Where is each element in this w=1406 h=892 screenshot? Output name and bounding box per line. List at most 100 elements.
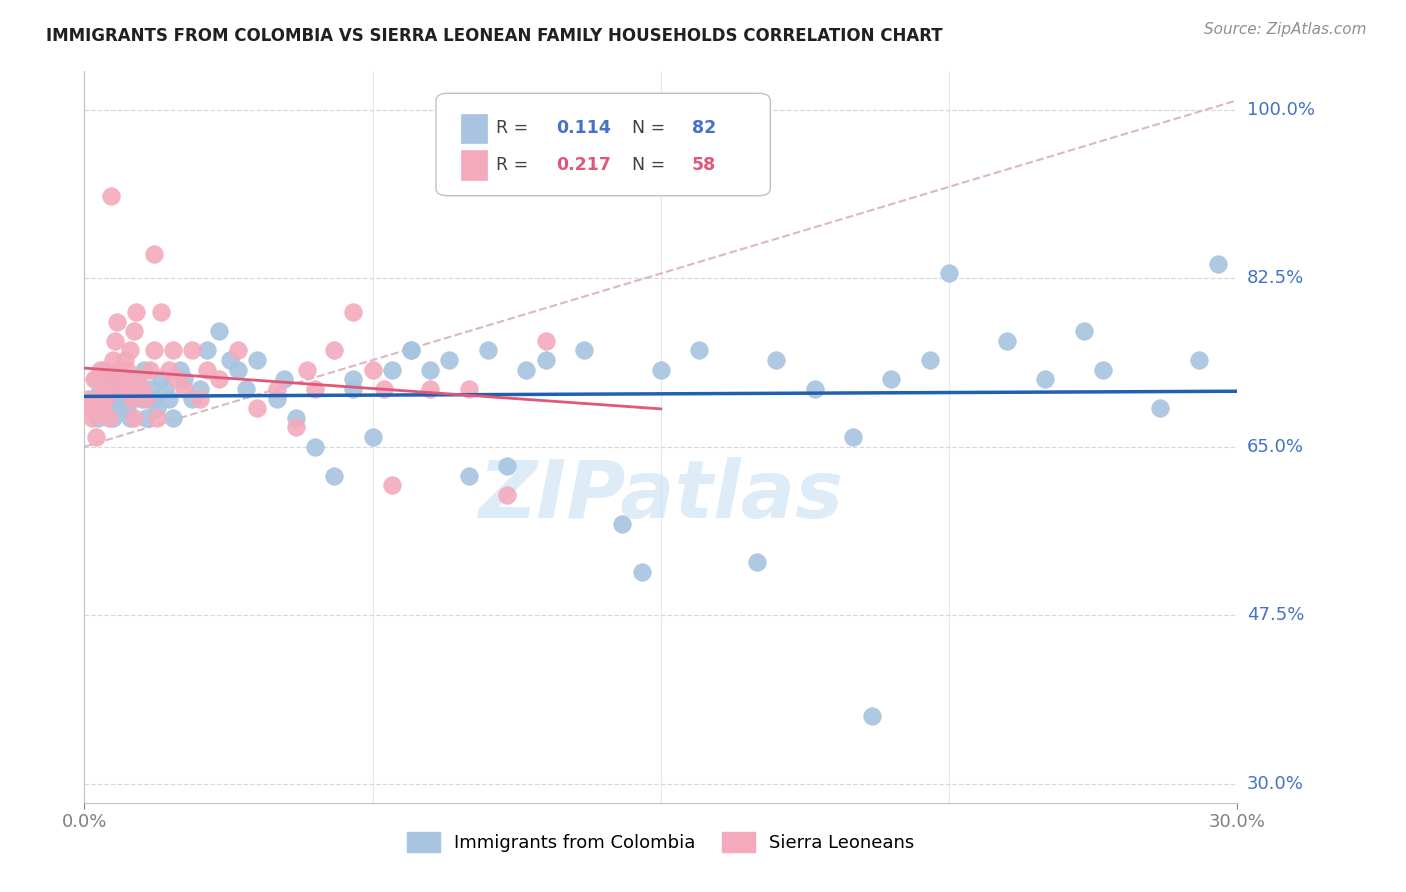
Point [150,372,173,386]
Point [124,410,146,425]
Point [266,392,288,406]
Point [115,362,138,376]
Point [226,362,249,376]
Text: 0.217: 0.217 [555,156,610,174]
Point [114,353,136,368]
Point [342,305,364,319]
Point [1033,372,1056,386]
Point [138,382,160,396]
Point [87,410,110,425]
Text: 82: 82 [692,120,716,137]
Point [108,362,131,376]
Point [105,372,128,386]
Point [90,392,112,406]
Point [84,372,107,386]
Point [131,382,153,396]
FancyBboxPatch shape [436,94,770,195]
Point [127,382,149,396]
Point [173,382,195,396]
Point [457,468,479,483]
Point [342,372,364,386]
Point [273,372,295,386]
Point [399,343,422,358]
Point [110,382,132,396]
Point [114,372,136,386]
Point [284,410,307,425]
Point [419,382,441,396]
Point [246,353,269,368]
Point [162,410,184,425]
Point [96,392,118,406]
Point [361,430,384,444]
Point [477,343,499,358]
Point [266,382,288,396]
Point [650,362,672,376]
Point [226,343,249,358]
Point [105,315,128,329]
Point [612,516,634,531]
Point [135,392,157,406]
Point [146,410,169,425]
Point [457,382,479,396]
Point [89,382,111,396]
Point [515,362,537,376]
Point [131,392,153,406]
Point [132,362,155,376]
Legend: Immigrants from Colombia, Sierra Leoneans: Immigrants from Colombia, Sierra Leonean… [399,824,922,860]
FancyBboxPatch shape [461,151,486,179]
Point [153,382,176,396]
Point [110,382,132,396]
Point [1188,353,1211,368]
Point [1091,362,1114,376]
Point [138,362,160,376]
Point [284,420,307,434]
Point [98,372,121,386]
Text: 65.0%: 65.0% [1247,438,1303,456]
Text: R =: R = [496,156,534,174]
Point [235,382,257,396]
Point [938,267,960,281]
Point [399,343,422,358]
Point [103,353,124,368]
Point [304,382,326,396]
Point [880,372,903,386]
Point [419,362,441,376]
Point [534,353,557,368]
Point [121,392,143,406]
Point [572,343,595,358]
Point [79,401,101,416]
Point [127,372,149,386]
Text: 100.0%: 100.0% [1247,101,1315,119]
Point [373,382,395,396]
Point [342,382,364,396]
Point [83,372,105,386]
Point [688,343,710,358]
Point [125,305,148,319]
Point [246,401,269,416]
Text: 58: 58 [692,156,716,174]
Point [219,353,242,368]
Text: 82.5%: 82.5% [1247,269,1305,287]
Point [496,458,519,473]
Point [80,392,103,406]
Text: 30.0%: 30.0% [1247,774,1303,793]
FancyBboxPatch shape [461,114,486,143]
Point [195,343,218,358]
Point [142,247,165,261]
Point [117,382,139,396]
Point [79,401,101,416]
Point [77,392,100,406]
Point [1073,324,1095,338]
Point [195,362,218,376]
Point [803,382,825,396]
Point [117,382,139,396]
Text: N =: N = [633,156,671,174]
Point [439,353,461,368]
Point [121,392,143,406]
Point [104,334,127,348]
Point [181,343,204,358]
Point [87,392,110,406]
Point [860,709,883,723]
Point [745,555,768,569]
Text: ZIPatlas: ZIPatlas [478,457,844,534]
